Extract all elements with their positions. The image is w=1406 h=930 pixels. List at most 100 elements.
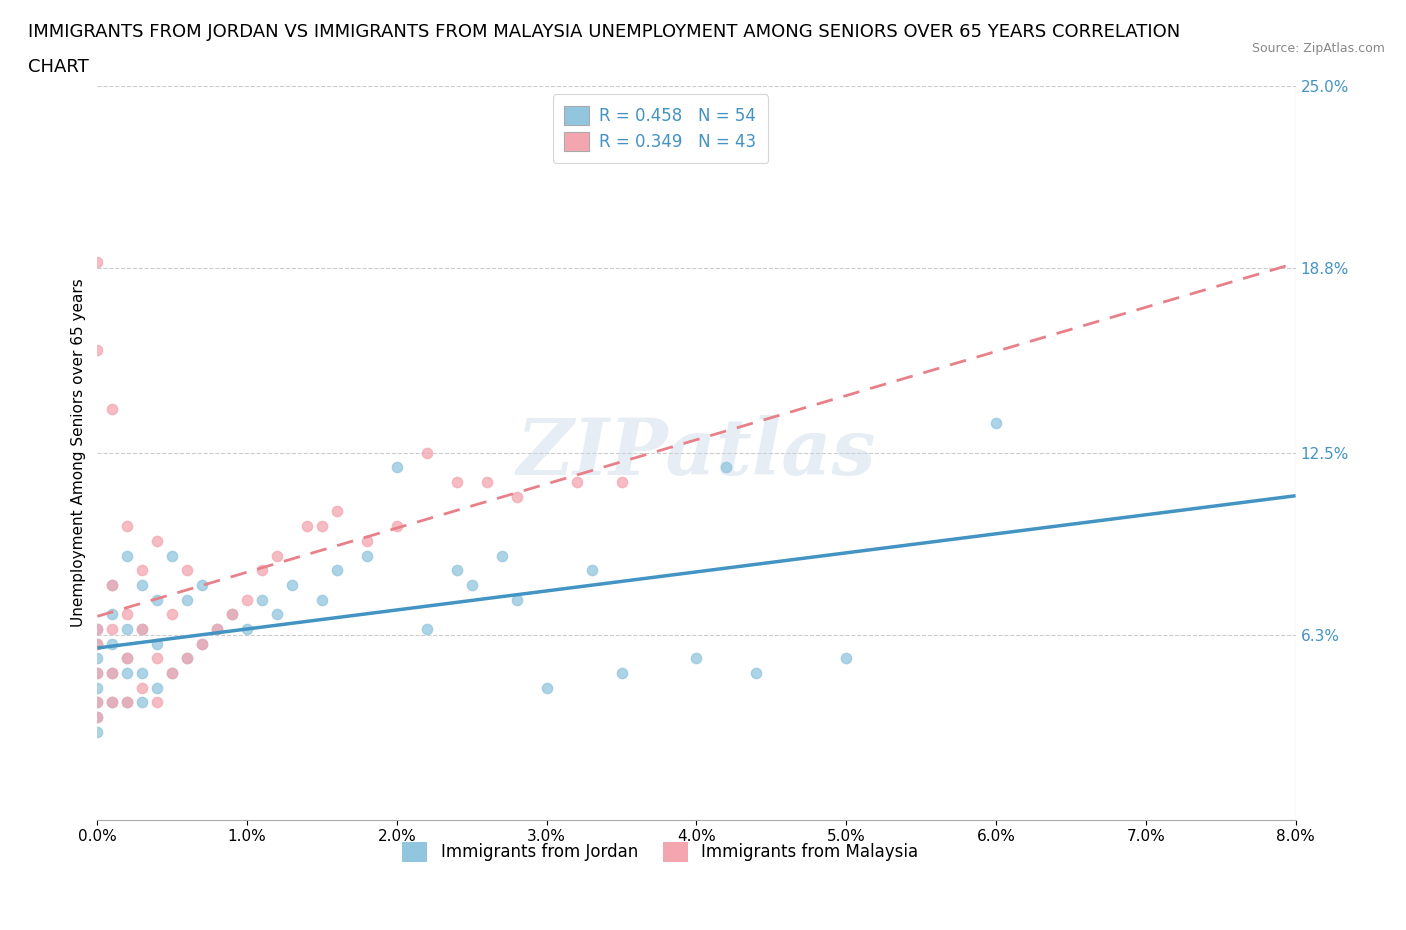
Point [295, 519, 318, 534]
Point [385, 519, 408, 534]
Point [86, 695, 108, 710]
Point [117, 651, 139, 666]
Point [101, 621, 124, 636]
Point [221, 606, 243, 621]
Text: Source: ZipAtlas.com: Source: ZipAtlas.com [1251, 42, 1385, 55]
Point [86, 636, 108, 651]
Point [101, 666, 124, 681]
Point [131, 621, 153, 636]
Point [162, 666, 184, 681]
Point [446, 563, 468, 578]
Point [86, 621, 108, 636]
Point [266, 548, 288, 563]
Point [610, 474, 633, 489]
Point [86, 636, 108, 651]
Point [581, 563, 603, 578]
Point [745, 666, 768, 681]
Point [250, 563, 273, 578]
Point [101, 636, 124, 651]
Point [86, 680, 108, 695]
Point [101, 578, 124, 592]
Point [506, 592, 529, 607]
Point [176, 563, 198, 578]
Point [146, 534, 169, 549]
Point [356, 534, 378, 549]
Point [162, 666, 184, 681]
Point [835, 651, 858, 666]
Point [117, 651, 139, 666]
Point [117, 695, 139, 710]
Point [117, 519, 139, 534]
Point [146, 636, 169, 651]
Point [266, 606, 288, 621]
Point [117, 666, 139, 681]
Point [86, 666, 108, 681]
Point [311, 592, 333, 607]
Point [610, 666, 633, 681]
Point [536, 680, 558, 695]
Point [101, 666, 124, 681]
Point [101, 402, 124, 417]
Point [176, 651, 198, 666]
Point [446, 474, 468, 489]
Point [86, 695, 108, 710]
Point [356, 548, 378, 563]
Point [131, 680, 153, 695]
Point [162, 548, 184, 563]
Point [250, 592, 273, 607]
Point [86, 724, 108, 739]
Point [146, 651, 169, 666]
Point [191, 636, 214, 651]
Point [506, 489, 529, 504]
Point [176, 592, 198, 607]
Point [86, 666, 108, 681]
Point [416, 621, 439, 636]
Point [131, 621, 153, 636]
Point [86, 621, 108, 636]
Point [984, 416, 1007, 431]
Point [191, 578, 214, 592]
Point [101, 695, 124, 710]
Point [86, 651, 108, 666]
Point [475, 474, 498, 489]
Point [685, 651, 707, 666]
Point [236, 592, 259, 607]
Point [86, 342, 108, 357]
Point [565, 474, 588, 489]
Point [86, 710, 108, 724]
Point [131, 578, 153, 592]
Point [162, 606, 184, 621]
Point [131, 666, 153, 681]
Y-axis label: Unemployment Among Seniors over 65 years: Unemployment Among Seniors over 65 years [72, 278, 86, 627]
Point [101, 578, 124, 592]
Point [117, 621, 139, 636]
Point [236, 621, 259, 636]
Point [326, 563, 349, 578]
Point [86, 255, 108, 270]
Point [146, 592, 169, 607]
Text: CHART: CHART [28, 58, 89, 75]
Point [101, 695, 124, 710]
Point [461, 578, 484, 592]
Point [281, 578, 304, 592]
Point [221, 606, 243, 621]
Point [491, 548, 513, 563]
Point [146, 695, 169, 710]
Point [117, 695, 139, 710]
Point [146, 680, 169, 695]
Point [191, 636, 214, 651]
Point [131, 563, 153, 578]
Text: IMMIGRANTS FROM JORDAN VS IMMIGRANTS FROM MALAYSIA UNEMPLOYMENT AMONG SENIORS OV: IMMIGRANTS FROM JORDAN VS IMMIGRANTS FRO… [28, 23, 1181, 41]
Point [131, 695, 153, 710]
Legend: Immigrants from Jordan, Immigrants from Malaysia: Immigrants from Jordan, Immigrants from … [394, 834, 927, 870]
Point [176, 651, 198, 666]
Point [86, 710, 108, 724]
Point [311, 519, 333, 534]
Text: ZIPatlas: ZIPatlas [517, 415, 876, 491]
Point [117, 606, 139, 621]
Point [205, 621, 228, 636]
Point [416, 445, 439, 460]
Point [716, 460, 738, 475]
Point [101, 606, 124, 621]
Point [117, 548, 139, 563]
